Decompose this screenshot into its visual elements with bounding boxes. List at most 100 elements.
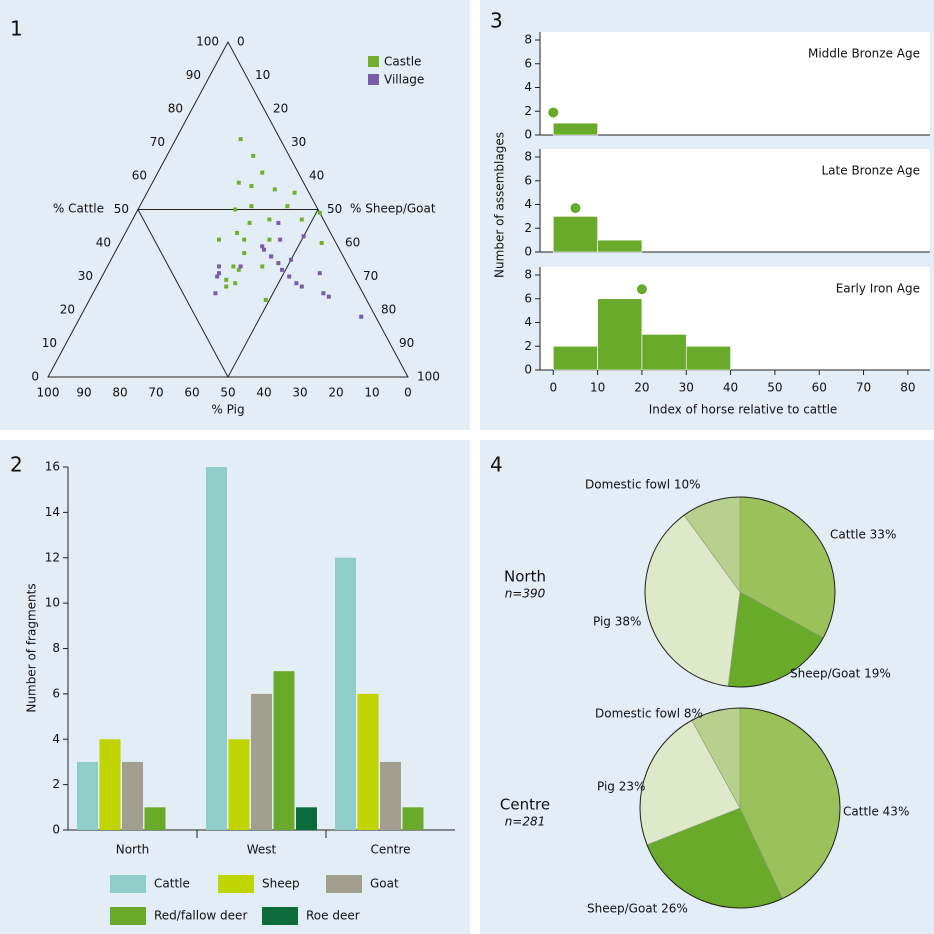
x-tick-label: 80 xyxy=(900,381,915,395)
tick-label: 10 xyxy=(255,68,270,82)
pie-subtitle: n=281 xyxy=(505,815,546,829)
point xyxy=(242,237,247,242)
y-tick-label: 14 xyxy=(45,505,60,519)
bar xyxy=(597,298,643,371)
point xyxy=(249,204,254,209)
point xyxy=(217,264,221,269)
tick-label: 30 xyxy=(291,135,306,149)
x-tick-label: North xyxy=(116,843,150,857)
y-tick-label: 8 xyxy=(524,150,532,164)
y-tick-label: 6 xyxy=(52,686,60,700)
point xyxy=(299,284,304,289)
x-tick-label: 0 xyxy=(549,381,557,395)
point xyxy=(287,274,292,279)
tick-label: 0 xyxy=(31,370,39,384)
y-tick-label: 0 xyxy=(524,363,532,377)
tick-label: 100 xyxy=(417,370,440,384)
bar xyxy=(144,807,166,830)
legend-swatch xyxy=(368,74,379,85)
tick-label: 100 xyxy=(196,35,219,49)
tick-label: 10 xyxy=(42,336,57,350)
tick-label: 10 xyxy=(364,386,379,400)
point xyxy=(292,190,297,195)
tick-label: 30 xyxy=(292,386,307,400)
point xyxy=(280,267,284,272)
bar xyxy=(77,761,98,830)
point xyxy=(317,210,322,215)
y-tick-label: 8 xyxy=(524,268,532,282)
bar xyxy=(251,693,272,830)
point xyxy=(215,274,220,279)
bar xyxy=(552,216,598,253)
slice-label: Cattle 43% xyxy=(843,805,909,819)
point xyxy=(217,237,221,242)
tick-label: 70 xyxy=(148,386,163,400)
tick-label: 40 xyxy=(96,236,111,250)
y-tick-label: 8 xyxy=(524,33,532,47)
point xyxy=(238,137,243,142)
tick-label: 80 xyxy=(168,102,183,116)
y-tick-label: 0 xyxy=(524,128,532,142)
bar xyxy=(380,761,401,830)
tick-label: 100 xyxy=(37,386,60,400)
pie-title: North xyxy=(504,568,546,586)
bar xyxy=(228,739,250,830)
slice-label: Domestic fowl 8% xyxy=(595,707,703,721)
point xyxy=(224,277,229,282)
point xyxy=(326,294,331,299)
point xyxy=(278,237,283,242)
plot-bg xyxy=(540,32,930,135)
point xyxy=(260,170,265,175)
bar xyxy=(206,467,227,830)
bar xyxy=(357,693,379,830)
point xyxy=(321,291,326,296)
tick-label: 60 xyxy=(132,169,147,183)
x-tick-label: Centre xyxy=(370,843,410,857)
point xyxy=(272,187,277,192)
axis-label: % Sheep/Goat xyxy=(350,202,436,216)
panel-number: 2 xyxy=(10,453,23,477)
point xyxy=(267,217,272,222)
point xyxy=(263,297,268,302)
bar xyxy=(99,739,121,830)
point xyxy=(217,271,221,276)
bar xyxy=(273,671,295,830)
x-tick-label: 20 xyxy=(634,381,649,395)
point xyxy=(276,220,281,225)
x-tick-label: 40 xyxy=(723,381,738,395)
y-tick-label: 10 xyxy=(45,596,60,610)
subplot-title: Early Iron Age xyxy=(836,282,920,296)
x-tick-label: 50 xyxy=(767,381,782,395)
panel-number: 3 xyxy=(490,9,503,33)
legend-swatch xyxy=(368,56,379,67)
tick-label: 50 xyxy=(327,202,342,216)
y-tick-label: 12 xyxy=(45,550,60,564)
y-tick-label: 2 xyxy=(524,339,532,353)
y-tick-label: 16 xyxy=(45,460,60,474)
bar xyxy=(685,345,731,371)
point xyxy=(359,314,364,319)
point xyxy=(317,271,322,276)
marker xyxy=(636,284,647,295)
point xyxy=(231,264,236,269)
tick-label: 40 xyxy=(309,169,324,183)
legend-label: Castle xyxy=(384,55,421,69)
point xyxy=(236,267,241,272)
tick-label: 20 xyxy=(60,303,75,317)
point xyxy=(238,264,243,269)
point xyxy=(249,184,254,189)
legend-swatch xyxy=(110,875,146,893)
tick-label: 50 xyxy=(114,202,129,216)
panel-number: 1 xyxy=(10,17,23,41)
slice-label: Cattle 33% xyxy=(830,528,896,542)
tick-label: 30 xyxy=(78,269,93,283)
point xyxy=(269,254,274,259)
y-tick-label: 6 xyxy=(524,291,532,305)
y-tick-label: 6 xyxy=(524,56,532,70)
tick-label: 20 xyxy=(328,386,343,400)
point xyxy=(299,217,304,222)
y-axis-label: Number of assemblages xyxy=(493,132,507,278)
tick-label: 40 xyxy=(256,386,271,400)
y-tick-label: 4 xyxy=(52,732,60,746)
